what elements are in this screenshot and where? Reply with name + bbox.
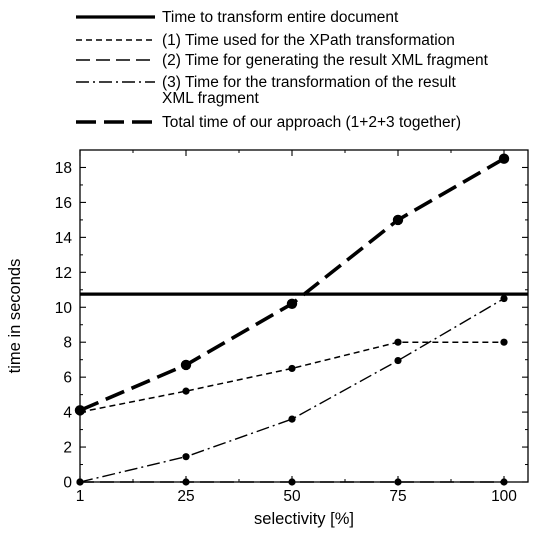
series-4-point (182, 453, 190, 461)
legend-label-2: (1) Time used for the XPath transformati… (162, 32, 455, 49)
series-5-point (180, 359, 192, 371)
series-4-point (76, 478, 84, 486)
series-markers (74, 153, 510, 486)
x-tick-label: 100 (491, 488, 517, 505)
x-tick-label: 50 (283, 488, 301, 505)
y-tick-label: 10 (55, 300, 73, 317)
series-4-point (394, 356, 402, 365)
series-2-point (182, 387, 190, 395)
y-tick-label: 18 (55, 160, 72, 177)
series-5-point (392, 214, 404, 226)
y-tick-label: 12 (55, 265, 72, 282)
series-2-point (394, 338, 402, 346)
x-tick-label: 25 (177, 488, 194, 505)
legend-label-1: Time to transform entire document (162, 9, 399, 26)
series-3-point (182, 478, 190, 486)
y-tick-label: 4 (63, 405, 72, 422)
y-tick-label: 14 (55, 230, 73, 247)
legend-label-5: Total time of our approach (1+2+3 togeth… (162, 114, 461, 131)
legend-label-4: (3) Time for the transformation of the r… (162, 74, 456, 91)
legend-label-3: (2) Time for generating the result XML f… (162, 52, 489, 69)
series-5-point (286, 298, 298, 309)
axes (79, 149, 529, 483)
series-line-4 (79, 297, 505, 483)
y-axis-title: time in seconds (6, 259, 24, 374)
legend: Time to transform entire document (1) Tim… (76, 9, 489, 131)
y-tick-label: 0 (63, 475, 72, 492)
series-2-point (288, 364, 296, 373)
x-axis-title: selectivity [%] (254, 510, 354, 528)
series-3-point (500, 478, 508, 486)
series-line-2 (79, 341, 504, 413)
y-tick-label: 8 (63, 335, 72, 352)
series-4-point (288, 415, 296, 423)
series-lines (79, 157, 528, 483)
y-tick-label: 2 (63, 440, 72, 457)
legend-label-4: XML fragment (162, 90, 259, 107)
x-tick-label: 1 (76, 488, 85, 505)
x-tick-label: 75 (389, 488, 406, 505)
series-3-point (394, 478, 402, 486)
series-2-point (500, 338, 508, 346)
series-line-5 (79, 157, 505, 413)
series-5-point (498, 153, 510, 164)
ticks: 0 2 4 6 8 10 12 14 16 18 1 25 50 75 100 (55, 149, 528, 505)
y-tick-label: 16 (55, 195, 72, 212)
series-4-point (500, 294, 508, 303)
y-tick-label: 6 (63, 370, 72, 387)
plot-frame (79, 149, 529, 483)
series-5-point (74, 405, 86, 416)
series-3-point (288, 478, 296, 486)
